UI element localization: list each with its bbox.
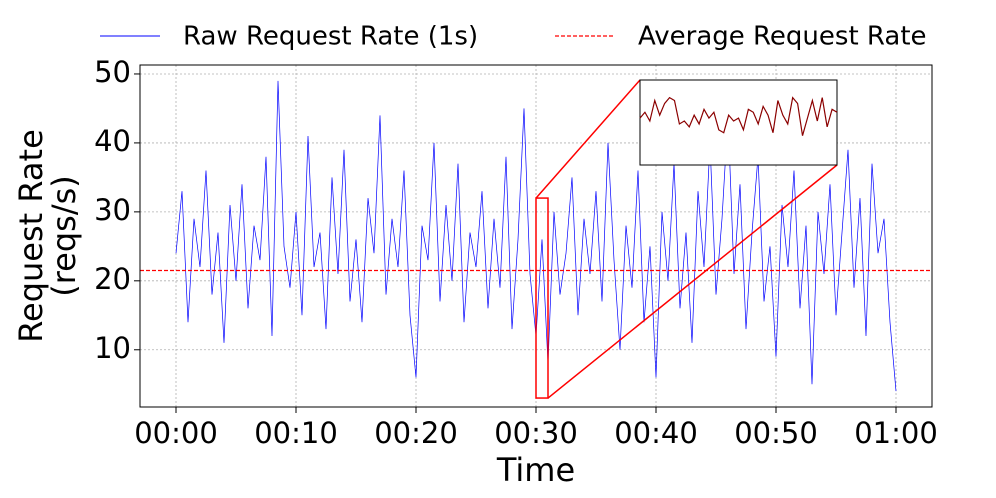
inset-frame — [639, 79, 838, 166]
x-tick-label: 00:40 — [614, 416, 698, 450]
y-tick-label: 20 — [94, 262, 131, 296]
y-axis-label: (reqs/s) — [45, 175, 83, 297]
x-axis-label: Time — [496, 451, 575, 489]
y-tick-label: 30 — [94, 193, 131, 227]
x-tick-label: 00:30 — [494, 416, 578, 450]
zoom-connector — [547, 164, 838, 399]
x-tick-label: 00:20 — [374, 416, 458, 450]
y-tick-label: 50 — [94, 55, 131, 89]
y-axis-label: Request Rate — [12, 129, 50, 343]
inset-line — [639, 96, 838, 136]
zoom-connector — [535, 79, 641, 199]
x-tick-label: 00:50 — [734, 416, 818, 450]
x-tick-label: 01:00 — [854, 416, 938, 450]
x-tick-label: 00:00 — [134, 416, 218, 450]
zoom-box — [535, 197, 549, 399]
y-tick-label: 40 — [94, 124, 131, 158]
legend-label: Average Request Rate — [638, 22, 927, 52]
x-tick-label: 00:10 — [254, 416, 338, 450]
y-tick-label: 10 — [94, 331, 131, 365]
plot-frame — [139, 64, 933, 408]
legend-label: Raw Request Rate (1s) — [183, 22, 478, 52]
